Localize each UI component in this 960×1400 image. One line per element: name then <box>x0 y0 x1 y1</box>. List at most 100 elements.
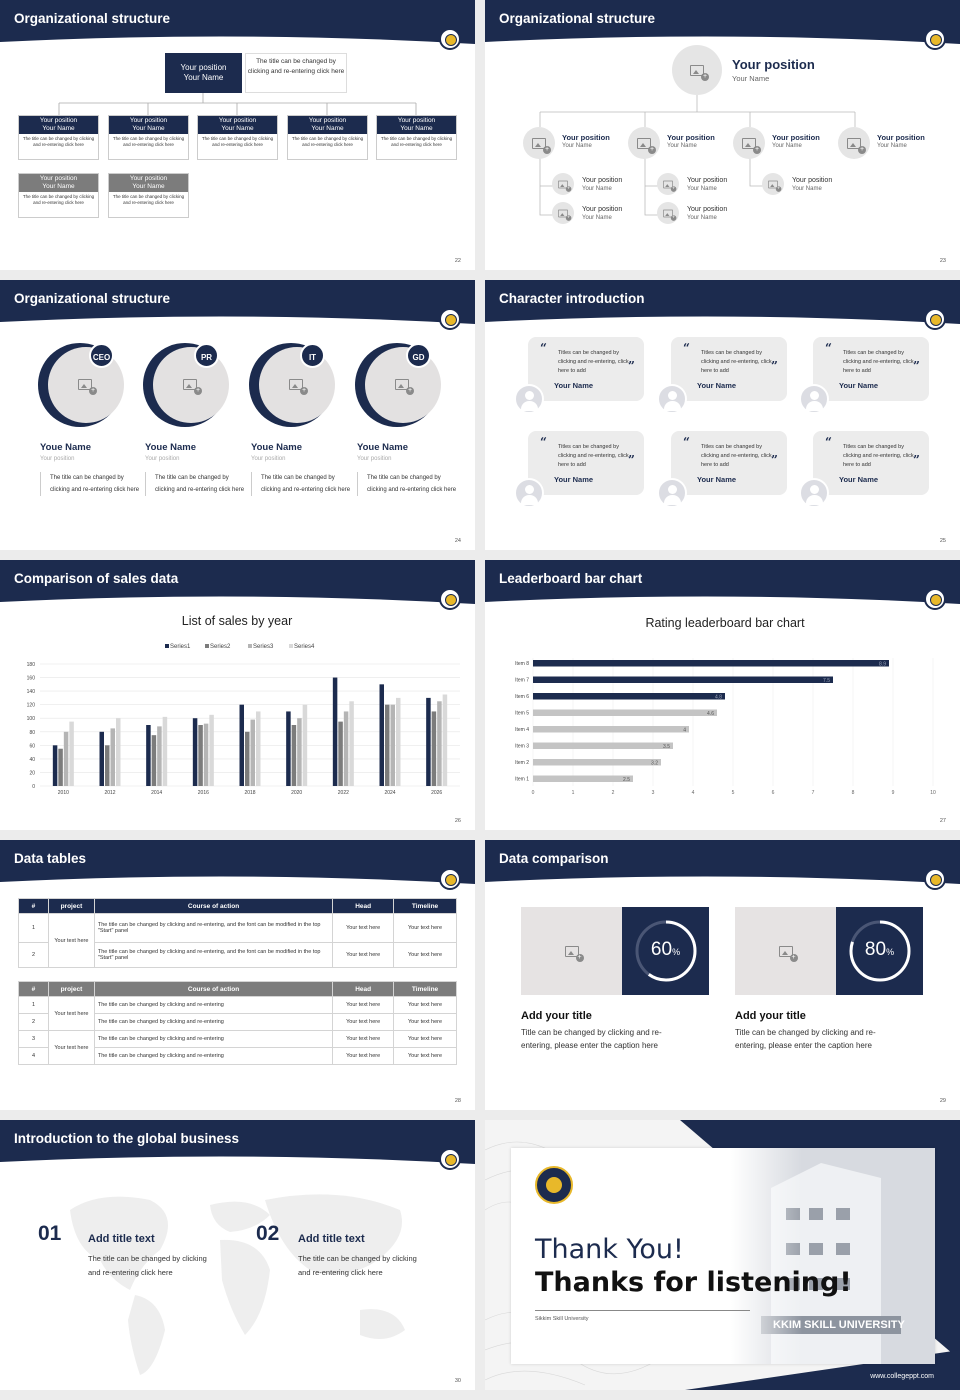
item-desc: The title can be changed by clicking and… <box>298 1254 417 1277</box>
sales-bar-chart: List of sales by year Series1 Series2 Serie… <box>27 614 460 796</box>
bar <box>99 731 104 786</box>
position-text: Your position <box>582 177 623 184</box>
cell: Your text here <box>332 942 395 968</box>
bar <box>390 704 395 786</box>
slide-header: Introduction to the global business <box>0 1120 475 1170</box>
y-tick-label: Item 6 <box>515 694 529 700</box>
org-node-photo <box>523 127 555 159</box>
divider <box>535 1310 750 1311</box>
cell: Your text here <box>332 1047 395 1065</box>
unit-text: % <box>886 947 895 957</box>
item-title: Add title text <box>298 1233 365 1245</box>
bar <box>116 718 121 786</box>
chart-title: List of sales by year <box>182 614 292 628</box>
y-tick-label: 0 <box>32 784 35 790</box>
org-box-desc: The title can be changed by clicking and… <box>22 136 95 147</box>
avatar-icon <box>514 384 544 414</box>
org-box-desc: The title can be changed by clicking and… <box>22 194 95 205</box>
quote-box: “ ” Titles can be changed by clicking an… <box>671 337 787 401</box>
character-name: Your Name <box>554 381 594 390</box>
org-box: Your position Your Name The title can be c… <box>108 173 189 218</box>
org-subnode-photo <box>657 202 679 224</box>
position-text: Your position <box>792 177 833 184</box>
page-number: 28 <box>454 1098 461 1104</box>
page-number: 25 <box>939 538 946 544</box>
y-tick-label: 80 <box>29 730 35 736</box>
open-quote-icon: “ <box>825 435 832 449</box>
university-logo <box>439 588 461 610</box>
bar <box>332 677 338 786</box>
comparison-gauge-panel-2: 80% <box>836 907 923 995</box>
cell: Your text here <box>332 996 395 1014</box>
org-box: Your position Your Name The title can be c… <box>18 115 99 160</box>
image-placeholder-icon <box>78 379 97 395</box>
bar <box>426 697 431 786</box>
photo-slot <box>289 377 308 395</box>
bar <box>437 701 442 786</box>
close-quote-icon: ” <box>628 359 635 373</box>
team-member-it: IT Youe Name Your position The title can… <box>249 342 359 522</box>
quote-text: Titles can be changed by clicking and re… <box>843 350 914 374</box>
legend-label: Series2 <box>210 644 231 650</box>
thank-you-heading: Thank You! <box>535 1234 684 1265</box>
close-quote-icon: ” <box>628 453 635 467</box>
org-node-photo <box>838 127 870 159</box>
quote-text: Titles can be changed by clicking and re… <box>843 444 914 468</box>
org-box-header: Your position Your Name <box>288 116 367 134</box>
col-header: # <box>18 898 49 914</box>
member-name: Youe Name <box>40 442 92 453</box>
y-tick-label: Item 7 <box>515 678 529 684</box>
progress-ring <box>849 920 911 982</box>
value-text: 60 <box>650 939 673 960</box>
org-box: Your position Your Name The title can be c… <box>108 115 189 160</box>
bar <box>52 745 58 786</box>
university-logo <box>924 588 946 610</box>
bar <box>338 721 343 786</box>
bar <box>69 721 74 786</box>
slide-title: Comparison of sales data <box>14 571 179 586</box>
y-tick-label: 180 <box>27 662 36 668</box>
org-connectors <box>58 93 417 115</box>
y-tick-label: Item 3 <box>515 744 529 750</box>
y-tick-label: Item 4 <box>515 727 529 733</box>
col-header: project <box>47 898 95 914</box>
org-top-photo <box>672 45 722 95</box>
table-row: 4 The title can be changed by clicking a… <box>18 1047 457 1065</box>
y-tick-label: 60 <box>29 743 35 749</box>
x-tick-label: 2016 <box>198 790 209 796</box>
cell: Your text here <box>393 1013 457 1031</box>
org-box-header: Your position Your Name <box>198 116 277 134</box>
legend-label: Series4 <box>294 644 315 650</box>
slide-header: Data tables <box>0 840 475 890</box>
x-tick-label: 4 <box>692 790 695 796</box>
cell: The title can be changed by clicking and… <box>93 913 334 943</box>
slide-26: Comparison of sales data List of sales b… <box>0 560 475 830</box>
name-text: Your Name <box>132 125 165 132</box>
cell: Your text here <box>393 996 457 1014</box>
x-tick-label: 3 <box>652 790 655 796</box>
website-link[interactable]: www.collegeppt.com <box>870 1373 934 1380</box>
character-card: “ ” Titles can be changed by clicking an… <box>657 337 797 417</box>
image-placeholder-icon <box>532 137 551 154</box>
bar <box>343 711 349 786</box>
member-name: Youe Name <box>145 442 197 453</box>
cell: 2 <box>18 942 49 968</box>
name-text: Your Name <box>772 143 802 149</box>
position-text: Your position <box>732 57 815 72</box>
col-header: Course of action <box>93 981 334 997</box>
cell: The title can be changed by clicking and… <box>93 1030 334 1048</box>
bar <box>256 711 261 786</box>
y-tick-label: Item 8 <box>515 661 529 667</box>
university-name: Sikkim Skill University <box>535 1316 589 1322</box>
avatar-icon <box>799 384 829 414</box>
building-photo <box>731 1148 935 1364</box>
quote-text: Titles can be changed by clicking and re… <box>558 444 629 468</box>
cell: The title can be changed by clicking and… <box>93 996 334 1014</box>
cell: 2 <box>18 1013 49 1031</box>
x-tick-label: 2024 <box>384 790 395 796</box>
image-placeholder-icon <box>663 209 677 221</box>
org-subnode-label: Your position Your Name <box>687 206 727 222</box>
position-text: Your position <box>218 117 257 124</box>
name-text: Your Name <box>582 215 612 221</box>
org-subnode-label: Your position Your Name <box>582 206 622 222</box>
